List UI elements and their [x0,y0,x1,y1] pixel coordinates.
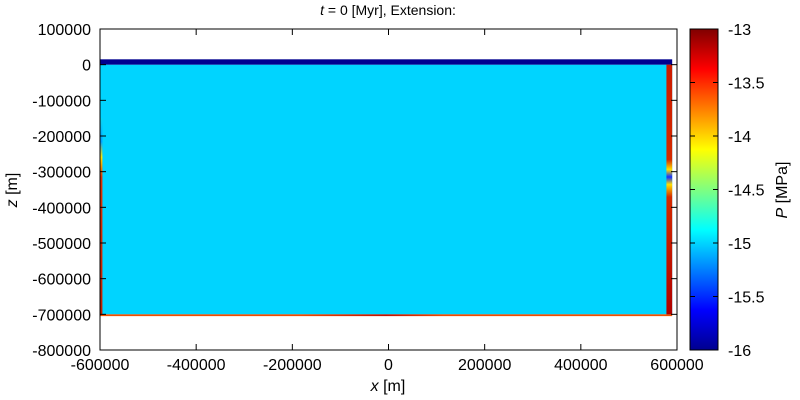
y-tick-label: 0 [82,58,91,75]
colorbar-tick-label: -15.5 [728,290,765,307]
y-tick-label: -500000 [32,236,91,253]
colorbar-tick-label: -15 [728,236,751,253]
heatmap-region-right-boundary [666,64,673,315]
chart-title: t = 0 [Myr], Extension: [320,2,456,18]
x-axis-label: x [m] [370,378,406,395]
y-tick-label: -300000 [32,165,91,182]
y-tick-label: -700000 [32,307,91,324]
x-tick-label: 400000 [554,357,607,374]
colorbar-tick-label: -16 [728,343,751,360]
heatmap-region-top-layer [100,59,673,65]
y-axis: 100000 0 -100000 -200000 -300000 -400000 -5000… [32,22,677,360]
x-axis: -600000 -400000 -200000 0 200000 400000 600000 [71,29,704,374]
y-tick-label: -200000 [32,129,91,146]
y-tick-label: -800000 [32,343,91,360]
colorbar-label: P [MPa] [774,162,791,219]
heatmap-region-left-boundary [100,118,103,315]
y-tick-label: -400000 [32,200,91,217]
y-tick-label: -600000 [32,272,91,289]
colorbar-tick-label: -14.5 [728,183,765,200]
x-tick-label: 600000 [650,357,703,374]
x-tick-label: -200000 [263,357,322,374]
x-tick-label: 0 [384,357,393,374]
x-tick-label: -600000 [71,357,130,374]
x-tick-label: 200000 [458,357,511,374]
colorbar-tick-label: -14 [728,129,751,146]
y-axis-label: z [m] [4,173,21,209]
y-tick-label: 100000 [38,22,91,39]
heatmap-region-bottom-boundary [100,314,673,317]
colorbar: -13 -13.5 -14 -14.5 -15 -15.5 -16 [689,22,765,360]
heatmap-field [100,59,673,317]
colorbar-tick-label: -13 [728,22,751,39]
colorbar-tick-label: -13.5 [728,76,765,93]
heatmap-region-interior [100,64,673,315]
y-tick-label: -100000 [32,93,91,110]
x-tick-label: -400000 [167,357,226,374]
